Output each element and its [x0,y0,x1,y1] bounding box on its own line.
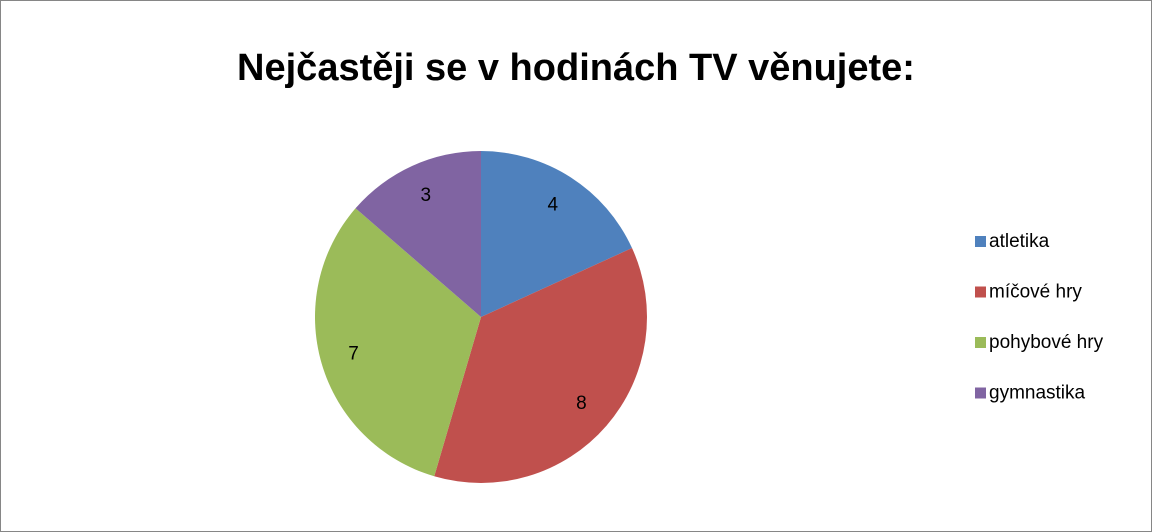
legend-label: atletika [989,231,1050,252]
legend-label: míčové hry [989,282,1082,303]
pie-slice [355,151,481,317]
legend-swatch [975,337,986,348]
data-label: 7 [348,343,359,364]
pie-slice [481,151,632,317]
chart-title: Nejčastěji se v hodinách TV věnujete: [237,47,915,89]
data-label: 8 [576,393,587,414]
data-label: 3 [421,185,432,206]
data-label: 4 [548,194,559,215]
legend-swatch [975,236,986,247]
legend-swatch [975,286,986,298]
pie-slice [434,248,647,484]
legend-label: gymnastika [989,383,1086,404]
legend-label: pohybové hry [989,332,1104,353]
legend-swatch [975,387,986,399]
pie-slice [314,208,481,477]
